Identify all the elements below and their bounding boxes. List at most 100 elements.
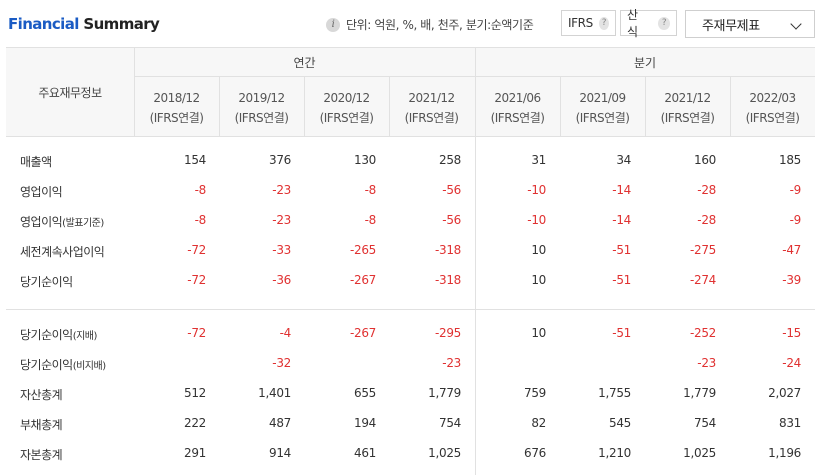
table-cell: -47 xyxy=(782,243,801,257)
column-header: 2018/12 (IFRS연결) xyxy=(134,88,219,128)
row-label: 자산총계 xyxy=(20,386,63,403)
row-label-text: 세전계속사업이익 xyxy=(20,245,105,259)
table-cell: -8 xyxy=(364,183,377,197)
column-period: 2020/12 xyxy=(323,91,370,105)
formula-help-icon[interactable]: ? xyxy=(658,16,670,30)
row-label-text: 당기순이익 xyxy=(20,275,73,289)
table-cell: -8 xyxy=(364,213,377,227)
table-cell: -36 xyxy=(272,273,291,287)
table-cell: -318 xyxy=(434,273,461,287)
table-cell: -51 xyxy=(612,273,631,287)
col-divider xyxy=(645,77,646,136)
table-cell: 512 xyxy=(183,386,206,400)
table-cell: 34 xyxy=(616,153,631,167)
table-cell: 461 xyxy=(353,446,376,460)
table-cell: -28 xyxy=(697,183,716,197)
table-header xyxy=(6,48,815,136)
table-cell: 545 xyxy=(608,416,631,430)
row-label-qualifier: (비지배) xyxy=(72,361,106,372)
section-title: Financial Summary xyxy=(8,15,160,33)
table-cell: -9 xyxy=(789,213,802,227)
column-basis: (IFRS연결) xyxy=(490,111,545,125)
column-basis: (IFRS연결) xyxy=(234,111,289,125)
formula-button[interactable]: 산식 ? xyxy=(620,8,677,39)
table-cell: -24 xyxy=(782,356,801,370)
table-cell: -318 xyxy=(434,243,461,257)
ifrs-help-icon[interactable]: ? xyxy=(598,16,609,30)
column-period: 2019/12 xyxy=(238,91,285,105)
table-cell: 2,027 xyxy=(768,386,801,400)
table-cell: 1,210 xyxy=(598,446,631,460)
table-cell: -51 xyxy=(612,326,631,340)
ifrs-button[interactable]: IFRS ? xyxy=(561,10,616,36)
row-label: 당기순이익(지배) xyxy=(20,326,97,343)
table-cell: -9 xyxy=(789,183,802,197)
table-cell: 914 xyxy=(268,446,291,460)
row-label: 부채총계 xyxy=(20,416,63,433)
table-cell: -28 xyxy=(697,213,716,227)
column-period: 2021/06 xyxy=(494,91,541,105)
table-cell: 10 xyxy=(531,273,546,287)
statement-select-value: 주재무제표 xyxy=(702,18,760,34)
group-quarterly: 분기 xyxy=(633,55,657,70)
info-icon[interactable]: i xyxy=(326,17,340,32)
chevron-down-icon xyxy=(790,18,802,30)
table-cell: -14 xyxy=(612,213,631,227)
table-cell: -10 xyxy=(527,213,546,227)
row-label-text: 영업이익 xyxy=(20,185,63,199)
table-cell: 1,779 xyxy=(428,386,461,400)
column-period: 2021/12 xyxy=(408,91,455,105)
table-cell: -15 xyxy=(782,326,801,340)
row-label-qualifier: (지배) xyxy=(72,331,98,342)
table-cell: 754 xyxy=(693,416,716,430)
table-cell: -72 xyxy=(187,243,206,257)
table-cell: -32 xyxy=(272,356,291,370)
group-divider xyxy=(134,76,815,77)
col-divider xyxy=(560,77,561,136)
unit-text: 단위: 억원, %, 배, 천주, 분기:순액기준 xyxy=(346,18,534,32)
row-label-text: 영업이익 xyxy=(20,215,63,229)
row-label: 영업이익 xyxy=(20,183,63,200)
table-cell: 10 xyxy=(531,243,546,257)
title-financial: Financial xyxy=(8,15,79,33)
table-cell: 82 xyxy=(531,416,546,430)
table-cell: 160 xyxy=(693,153,716,167)
statement-select[interactable]: 주재무제표 xyxy=(685,10,815,38)
table-cell: 655 xyxy=(353,386,376,400)
column-basis: (IFRS연결) xyxy=(404,111,459,125)
table-cell: -23 xyxy=(442,356,461,370)
row-label: 당기순이익(비지배) xyxy=(20,356,106,373)
col-divider xyxy=(389,77,390,136)
table-cell: 1,401 xyxy=(258,386,291,400)
annual-quarterly-divider xyxy=(475,48,476,475)
row-label: 자본총계 xyxy=(20,446,63,463)
col-divider xyxy=(134,48,135,136)
table-cell: 487 xyxy=(268,416,291,430)
table-cell: -275 xyxy=(689,243,716,257)
row-label: 영업이익(발표기준) xyxy=(20,213,104,230)
table-cell: 1,025 xyxy=(428,446,461,460)
column-basis: (IFRS연결) xyxy=(575,111,630,125)
column-period: 2021/09 xyxy=(579,91,626,105)
table-cell: -267 xyxy=(349,326,376,340)
table-cell: -23 xyxy=(272,213,291,227)
title-summary: Summary xyxy=(83,15,160,33)
table-cell: -51 xyxy=(612,243,631,257)
table-cell: 754 xyxy=(438,416,461,430)
table-cell: -265 xyxy=(349,243,376,257)
table-cell: 222 xyxy=(183,416,206,430)
table-cell: -33 xyxy=(272,243,291,257)
table-cell: 376 xyxy=(268,153,291,167)
col-divider xyxy=(304,77,305,136)
table-cell: -23 xyxy=(697,356,716,370)
table-cell: -8 xyxy=(194,213,207,227)
table-cell: -274 xyxy=(689,273,716,287)
table-cell: 759 xyxy=(523,386,546,400)
formula-label: 산식 xyxy=(627,8,638,39)
table-cell: 10 xyxy=(531,326,546,340)
table-top-border xyxy=(6,47,815,48)
table-cell: 185 xyxy=(778,153,801,167)
row-label-text: 부채총계 xyxy=(20,418,63,432)
column-header: 2021/12 (IFRS연결) xyxy=(645,88,730,128)
column-header: 2022/03 (IFRS연결) xyxy=(730,88,815,128)
